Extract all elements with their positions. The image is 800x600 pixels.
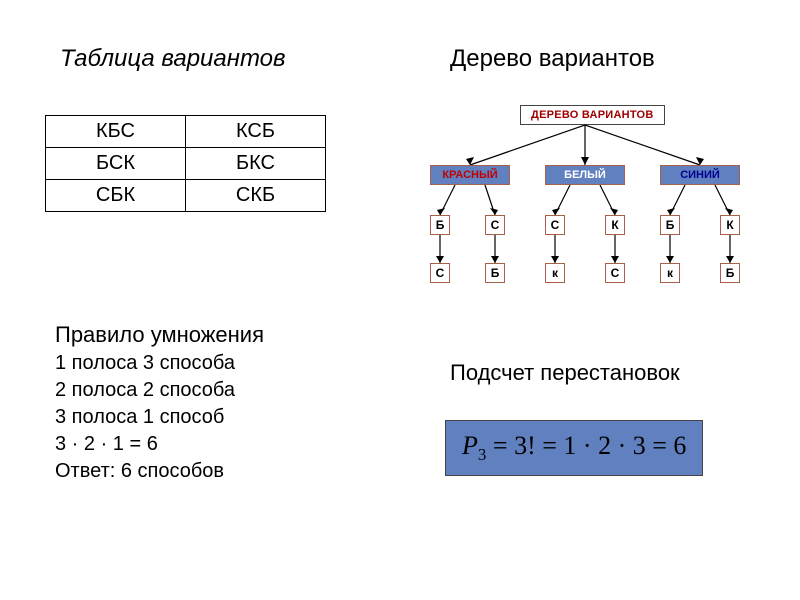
tree-leaf: К (605, 215, 625, 235)
tree-leaf: К (720, 215, 740, 235)
table-cell: КСБ (186, 116, 326, 148)
table-row: СБК СКБ (46, 180, 326, 212)
tree-diagram: ДЕРЕВО ВАРИАНТОВ (400, 105, 770, 355)
rule-title: Правило умножения (55, 320, 264, 350)
tree-title: Дерево вариантов (450, 45, 655, 73)
tree-leaf: С (485, 215, 505, 235)
table-cell: БКС (186, 148, 326, 180)
formula-var: P (462, 431, 478, 460)
table-cell: КБС (46, 116, 186, 148)
table-title: Таблица вариантов (60, 45, 286, 73)
table-row: КБС КСБ (46, 116, 326, 148)
rule-line: 3 · 2 · 1 = 6 (55, 431, 264, 458)
tree-root: ДЕРЕВО ВАРИАНТОВ (520, 105, 665, 125)
rule-line: 2 полоса 2 способа (55, 377, 264, 404)
table-cell: СКБ (186, 180, 326, 212)
rule-line: 1 полоса 3 способа (55, 350, 264, 377)
tree-leaf: к (545, 263, 565, 283)
tree-leaf: С (605, 263, 625, 283)
tree-leaf: к (660, 263, 680, 283)
permutation-title: Подсчет перестановок (450, 360, 680, 386)
tree-leaf: Б (430, 215, 450, 235)
tree-leaf: С (430, 263, 450, 283)
rule-line: Ответ: 6 способов (55, 458, 264, 485)
table-cell: СБК (46, 180, 186, 212)
permutation-formula: P3 = 3! = 1 · 2 · 3 = 6 (445, 420, 703, 476)
tree-leaf: Б (720, 263, 740, 283)
tree-node-blue: СИНИЙ (660, 165, 740, 185)
multiplication-rule: Правило умножения 1 полоса 3 способа 2 п… (55, 320, 264, 485)
formula-sub: 3 (478, 445, 487, 464)
table-row: БСК БКС (46, 148, 326, 180)
table-cell: БСК (46, 148, 186, 180)
variants-table: КБС КСБ БСК БКС СБК СКБ (45, 115, 326, 212)
tree-leaf: Б (660, 215, 680, 235)
tree-leaf: С (545, 215, 565, 235)
formula-result: 6 (673, 431, 686, 460)
formula-expansion: 1 · 2 · 3 (563, 431, 645, 460)
tree-leaf: Б (485, 263, 505, 283)
rule-line: 3 полоса 1 способ (55, 404, 264, 431)
formula-factorial: 3! (514, 431, 536, 460)
tree-node-white: БЕЛЫЙ (545, 165, 625, 185)
tree-node-red: КРАСНЫЙ (430, 165, 510, 185)
